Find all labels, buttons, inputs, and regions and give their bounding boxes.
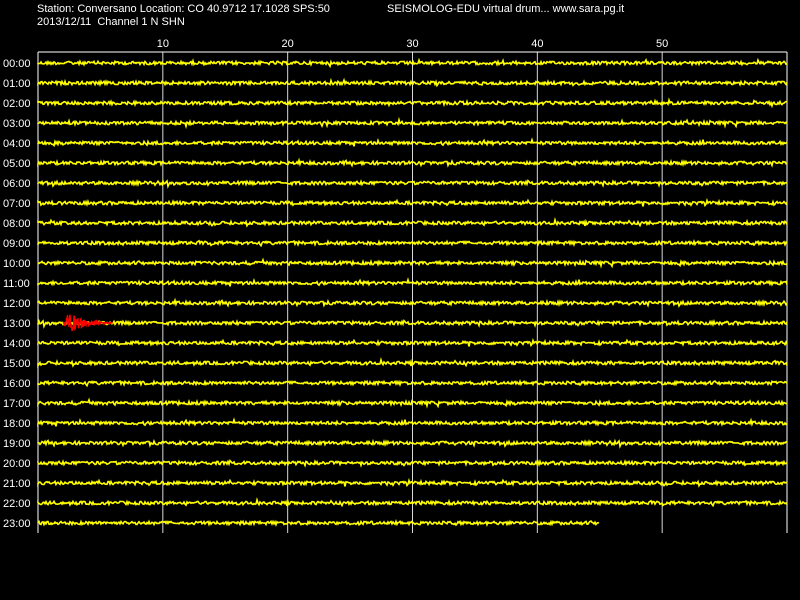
trace-1200 — [37, 297, 788, 308]
row-label: 19:00 — [3, 438, 31, 450]
trace-0000 — [37, 57, 788, 69]
row-label: 11:00 — [3, 278, 30, 290]
x-tick-label: 30 — [406, 38, 418, 50]
trace-0800 — [37, 216, 788, 228]
trace-1400 — [37, 337, 788, 348]
row-label: 08:00 — [3, 218, 31, 230]
trace-1800 — [37, 417, 788, 428]
row-label: 06:00 — [3, 178, 31, 190]
row-label: 20:00 — [3, 458, 31, 470]
trace-0900 — [37, 238, 788, 248]
trace-0500 — [37, 157, 788, 168]
row-label: 02:00 — [3, 98, 31, 110]
trace-1100 — [37, 277, 788, 287]
row-label: 00:00 — [3, 58, 31, 70]
row-label: 07:00 — [3, 198, 31, 210]
row-label: 23:00 — [3, 518, 31, 530]
trace-0300 — [37, 116, 788, 130]
app-title: SEISMOLOG-EDU virtual drum... www.sara.p… — [387, 3, 625, 15]
row-label: 10:00 — [3, 258, 31, 270]
trace-0400 — [37, 137, 788, 148]
trace-1700 — [37, 397, 787, 409]
trace-2200 — [37, 496, 788, 508]
row-label: 15:00 — [3, 358, 31, 370]
row-label: 12:00 — [3, 298, 31, 310]
traces — [37, 57, 788, 527]
row-label: 22:00 — [3, 498, 31, 510]
x-tick-label: 40 — [531, 38, 543, 50]
trace-1900 — [37, 438, 788, 449]
trace-0600 — [37, 178, 788, 189]
row-label: 03:00 — [3, 118, 31, 130]
x-tick-label: 50 — [656, 38, 668, 50]
seismic-event-trace — [62, 314, 114, 332]
row-label: 04:00 — [3, 138, 31, 150]
row-label: 16:00 — [3, 378, 31, 390]
row-label: 09:00 — [3, 238, 31, 250]
grid — [37, 51, 788, 533]
row-label: 05:00 — [3, 158, 31, 170]
trace-1000 — [37, 257, 788, 269]
trace-1500 — [37, 356, 788, 368]
x-axis-ticks: 10 20 30 40 50 — [157, 38, 669, 50]
trace-2000 — [37, 458, 788, 468]
row-label: 01:00 — [3, 78, 31, 90]
row-label: 18:00 — [3, 418, 31, 430]
trace-2300 — [37, 518, 600, 527]
trace-0700 — [37, 197, 788, 208]
trace-2100 — [37, 477, 788, 488]
row-label: 14:00 — [3, 338, 31, 350]
row-label: 21:00 — [3, 478, 31, 490]
row-label: 13:00 — [3, 318, 31, 330]
x-tick-label: 10 — [157, 38, 169, 50]
row-labels: 00:00 01:00 02:00 03:00 04:00 05:00 06:00 07:00… — [3, 58, 31, 530]
date-channel-info: 2013/12/11 Channel 1 N SHN — [37, 16, 185, 28]
row-label: 17:00 — [3, 398, 31, 410]
trace-1300 — [37, 318, 788, 329]
x-tick-label: 20 — [282, 38, 294, 50]
trace-0200 — [37, 97, 788, 109]
trace-0100 — [37, 77, 788, 88]
station-info: Station: Conversano Location: CO 40.9712… — [37, 3, 330, 15]
trace-1600 — [37, 378, 788, 388]
